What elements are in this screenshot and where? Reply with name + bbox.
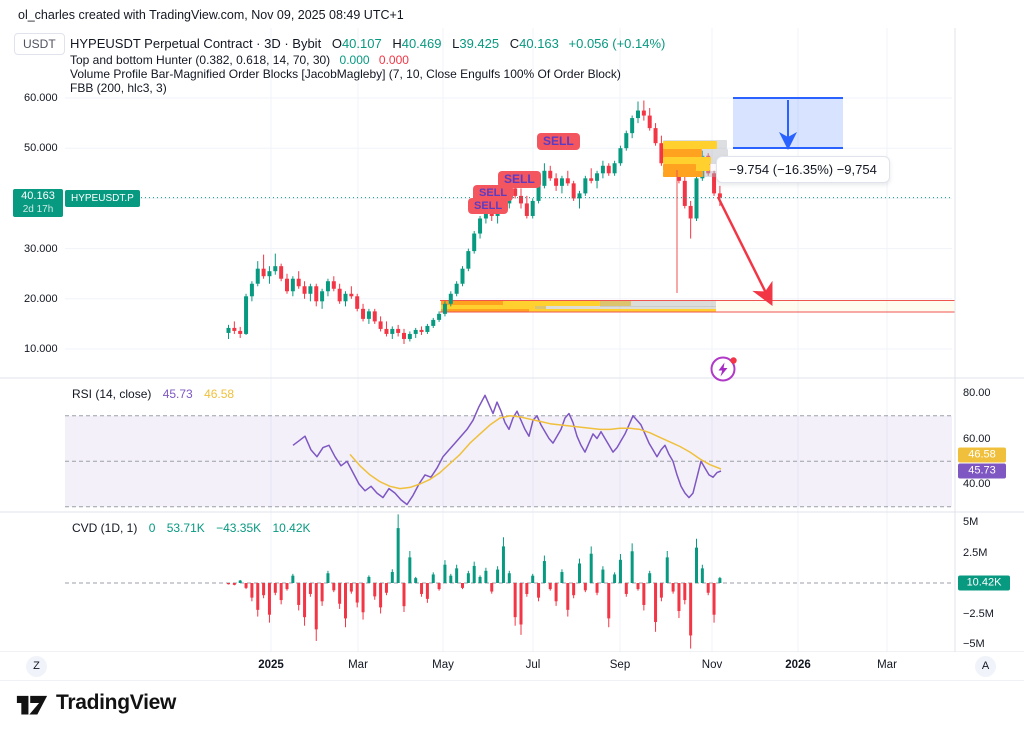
time-tick-label: Nov bbox=[701, 659, 723, 671]
time-tick-label: 2026 bbox=[785, 659, 811, 671]
rsi-tick-label: 60.00 bbox=[963, 432, 991, 445]
cvd-tick-label: 5M bbox=[963, 516, 979, 528]
cvd-tick-label: −5M bbox=[963, 638, 985, 650]
rsi-tick-label: 40.00 bbox=[963, 478, 991, 490]
change-value: +0.056 (+0.14%) bbox=[568, 36, 666, 51]
tradingview-logo[interactable]: TradingView bbox=[16, 690, 176, 716]
price-tick-label: 20.000 bbox=[24, 292, 58, 305]
price-tick-label: 60.000 bbox=[24, 92, 58, 104]
trend-arrow bbox=[716, 196, 773, 306]
time-tick-label: Sep bbox=[609, 659, 631, 671]
sell-signal-label: SELL bbox=[468, 198, 509, 215]
pane-dividers bbox=[0, 28, 1024, 681]
bar-countdown: 2d 17h bbox=[22, 203, 54, 215]
sell-signal-label: SELL bbox=[537, 133, 580, 151]
rsi-legend-row[interactable]: RSI (14, close) 45.73 46.58 bbox=[72, 387, 234, 401]
indicator-value-up: 0.000 bbox=[339, 53, 370, 67]
rsi-tick-label: 80.00 bbox=[963, 387, 991, 399]
indicator-value-down: 0.000 bbox=[378, 53, 409, 67]
indicator-row-top-bottom-hunter[interactable]: Top and bottom Hunter (0.382, 0.618, 14,… bbox=[70, 53, 409, 67]
cvd-title: CVD (1D, 1) bbox=[72, 521, 138, 535]
attribution-text: ol_charles created with TradingView.com,… bbox=[18, 8, 404, 22]
price-tick-label: 50.000 bbox=[24, 142, 58, 155]
timezone-button[interactable]: Z bbox=[26, 656, 47, 677]
rsi-title: RSI (14, close) bbox=[72, 387, 152, 401]
quick-action-bubble[interactable] bbox=[708, 354, 742, 391]
symbol-title: HYPEUSDT Perpetual Contract · 3D · Bybit bbox=[70, 36, 322, 51]
currency-badge: USDT bbox=[14, 33, 65, 55]
cvd-value-badge: 10.42K bbox=[958, 575, 1010, 591]
rsi-ma-value-badge: 46.58 bbox=[958, 447, 1006, 463]
lightning-icon bbox=[710, 356, 737, 382]
last-price-badge: 40.163 2d 17h bbox=[13, 189, 63, 217]
price-tick-label: 30.000 bbox=[24, 242, 58, 255]
symbol-legend-row[interactable]: HYPEUSDT Perpetual Contract · 3D · Bybit… bbox=[70, 36, 665, 51]
indicator-row-volume-profile[interactable]: Volume Profile Bar-Magnified Order Block… bbox=[70, 67, 621, 81]
cvd-bars-layer bbox=[227, 514, 722, 649]
axis-settings-button[interactable]: A bbox=[975, 656, 996, 677]
price-tick-label: 10.000 bbox=[24, 343, 58, 355]
tradingview-logo-text: TradingView bbox=[56, 691, 177, 714]
tradingview-logo-icon bbox=[16, 695, 48, 715]
cvd-tick-label: 2.5M bbox=[963, 546, 988, 559]
bottom-order-block-zone bbox=[440, 300, 955, 313]
time-tick-label: 2025 bbox=[258, 659, 284, 671]
sell-signal-label: SELL bbox=[473, 185, 514, 202]
measure-tooltip: −9.754 (−16.35%) −9,754 bbox=[716, 156, 890, 183]
rsi-value: 45.73 bbox=[162, 387, 193, 401]
measure-box[interactable] bbox=[733, 97, 843, 150]
rsi-ma-line bbox=[349, 415, 722, 490]
time-axis[interactable]: Z A 2025 Mar May Jul Sep Nov 2026 Mar bbox=[0, 652, 1024, 680]
rsi-value-badge: 45.73 bbox=[958, 463, 1006, 478]
cvd-tick-label: −2.5M bbox=[963, 607, 994, 620]
rsi-line bbox=[292, 394, 722, 506]
candles-layer bbox=[226, 100, 722, 344]
indicator-row-fbb[interactable]: FBB (200, hlc3, 3) bbox=[70, 81, 167, 95]
time-tick-label: Jul bbox=[525, 659, 541, 671]
ohlc-low: L39.425 bbox=[452, 36, 500, 51]
sell-signal-label: SELL bbox=[498, 171, 541, 189]
price-line-symbol-label: HYPEUSDT.P bbox=[65, 190, 140, 207]
grid-layer bbox=[65, 28, 952, 652]
rsi-layer bbox=[65, 415, 952, 508]
top-order-blocks bbox=[663, 140, 740, 177]
rsi-ma-value: 46.58 bbox=[204, 387, 235, 401]
cvd-legend-row[interactable]: CVD (1D, 1) 0 53.71K −43.35K 10.42K bbox=[72, 521, 311, 535]
time-tick-label: May bbox=[432, 659, 454, 671]
ohlc-open: O40.107 bbox=[331, 36, 382, 51]
time-tick-label: Mar bbox=[877, 659, 897, 671]
ohlc-high: H40.469 bbox=[392, 36, 442, 51]
ohlc-close: C40.163 bbox=[509, 36, 559, 51]
time-tick-label: Mar bbox=[348, 659, 368, 671]
